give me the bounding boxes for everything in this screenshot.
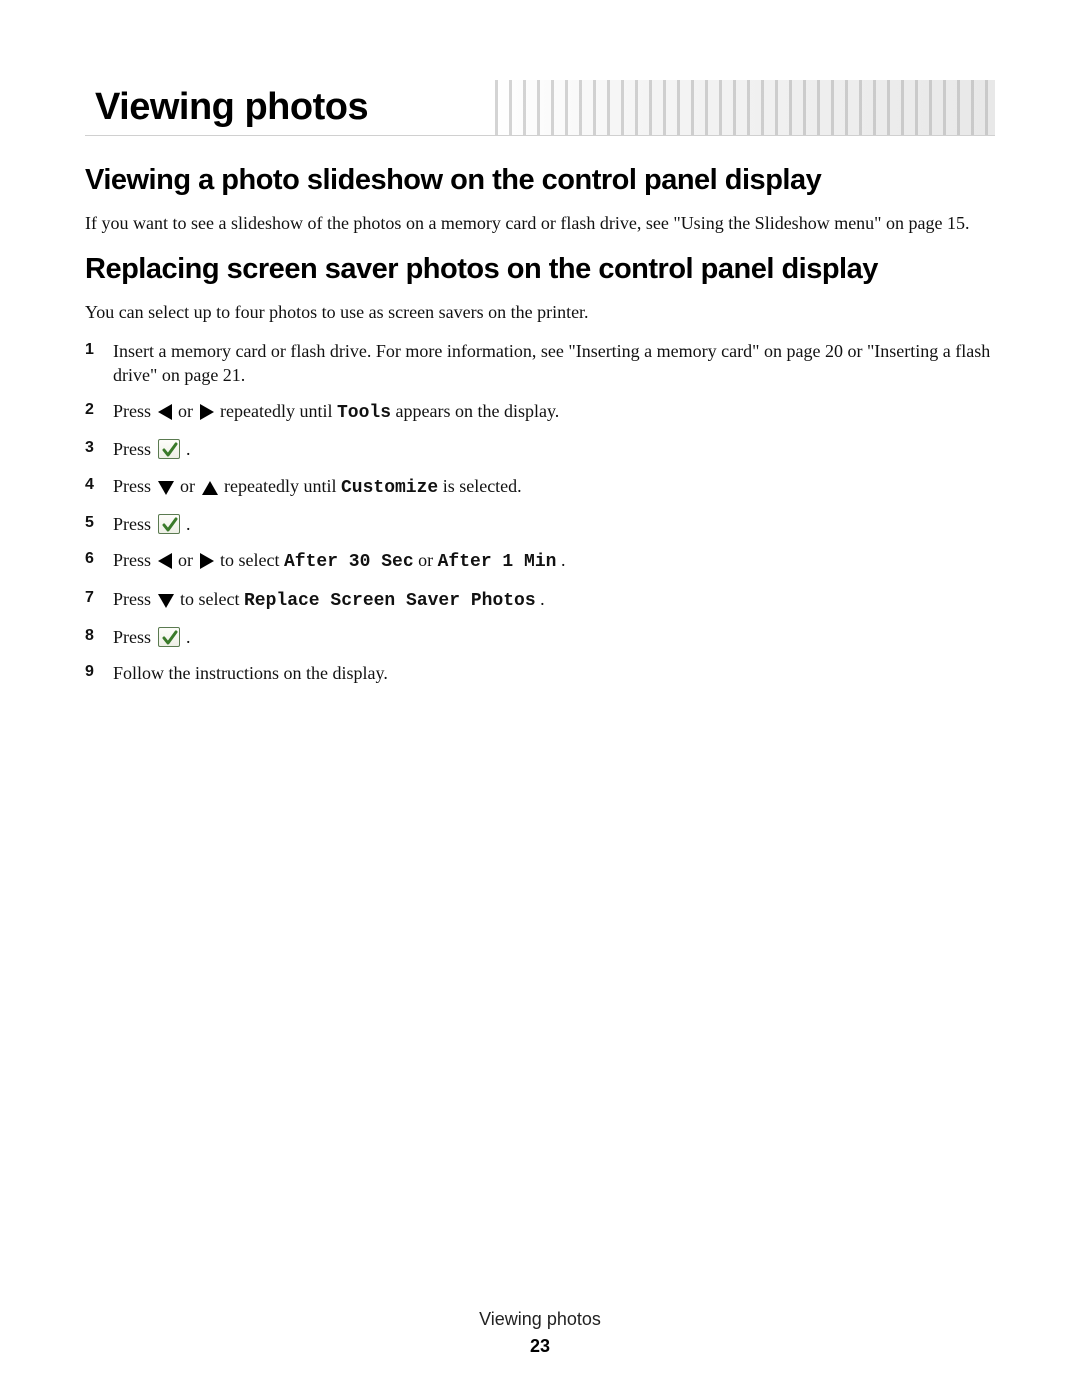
step-7-text-c: . <box>540 589 545 609</box>
step-8: Press . <box>85 625 995 649</box>
section1-body: If you want to see a slideshow of the ph… <box>85 211 995 235</box>
check-button-icon <box>158 514 180 534</box>
step-1-text: Insert a memory card or flash drive. For… <box>113 341 990 385</box>
steps-list: Insert a memory card or flash drive. For… <box>85 339 995 686</box>
section2-title: Replacing screen saver photos on the con… <box>85 253 995 286</box>
step-6-text-d: . <box>561 550 566 570</box>
step-2-tools: Tools <box>337 403 391 423</box>
step-4-text-c: repeatedly until <box>224 476 341 496</box>
step-6-opt1: After 30 Sec <box>284 552 414 572</box>
step-8-text-a: Press <box>113 627 156 647</box>
step-4: Press or repeatedly until Customize is s… <box>85 474 995 500</box>
section2-body: You can select up to four photos to use … <box>85 300 995 324</box>
right-arrow-icon <box>200 553 214 569</box>
step-2: Press or repeatedly until Tools appears … <box>85 399 995 425</box>
section1-title: Viewing a photo slideshow on the control… <box>85 164 995 197</box>
chapter-title-bar: Viewing photos <box>85 80 995 136</box>
step-4-text-a: Press <box>113 476 156 496</box>
step-2-text-b: or <box>178 401 198 421</box>
step-3: Press . <box>85 437 995 461</box>
step-4-text-b: or <box>180 476 200 496</box>
step-6-text-a: Press <box>113 550 156 570</box>
step-7: Press to select Replace Screen Saver Pho… <box>85 587 995 613</box>
check-button-icon <box>158 627 180 647</box>
check-button-icon <box>158 439 180 459</box>
left-arrow-icon <box>158 404 172 420</box>
up-arrow-icon <box>202 481 218 495</box>
step-2-text-a: Press <box>113 401 156 421</box>
step-6-opt2: After 1 Min <box>438 552 557 572</box>
step-3-text-a: Press <box>113 439 156 459</box>
step-9-text: Follow the instructions on the display. <box>113 663 388 683</box>
step-6-text-c: to select <box>220 550 284 570</box>
step-2-text-d: appears on the display. <box>396 401 560 421</box>
step-5: Press . <box>85 512 995 536</box>
step-8-text-b: . <box>186 627 191 647</box>
step-1: Insert a memory card or flash drive. For… <box>85 339 995 388</box>
document-page: Viewing photos Viewing a photo slideshow… <box>0 0 1080 1397</box>
step-4-customize: Customize <box>341 478 438 498</box>
footer-title: Viewing photos <box>0 1309 1080 1330</box>
step-5-text-a: Press <box>113 514 156 534</box>
page-footer: Viewing photos 23 <box>0 1309 1080 1357</box>
step-5-text-b: . <box>186 514 191 534</box>
step-6-or: or <box>418 550 438 570</box>
step-6: Press or to select After 30 Sec or After… <box>85 548 995 574</box>
step-7-opt: Replace Screen Saver Photos <box>244 591 536 611</box>
step-4-text-d: is selected. <box>443 476 522 496</box>
step-3-text-b: . <box>186 439 191 459</box>
down-arrow-icon <box>158 594 174 608</box>
left-arrow-icon <box>158 553 172 569</box>
footer-page-number: 23 <box>0 1336 1080 1357</box>
down-arrow-icon <box>158 481 174 495</box>
step-6-text-b: or <box>178 550 198 570</box>
step-9: Follow the instructions on the display. <box>85 661 995 685</box>
chapter-title: Viewing photos <box>95 86 368 129</box>
step-7-text-b: to select <box>180 589 244 609</box>
step-7-text-a: Press <box>113 589 156 609</box>
right-arrow-icon <box>200 404 214 420</box>
step-2-text-c: repeatedly until <box>220 401 337 421</box>
